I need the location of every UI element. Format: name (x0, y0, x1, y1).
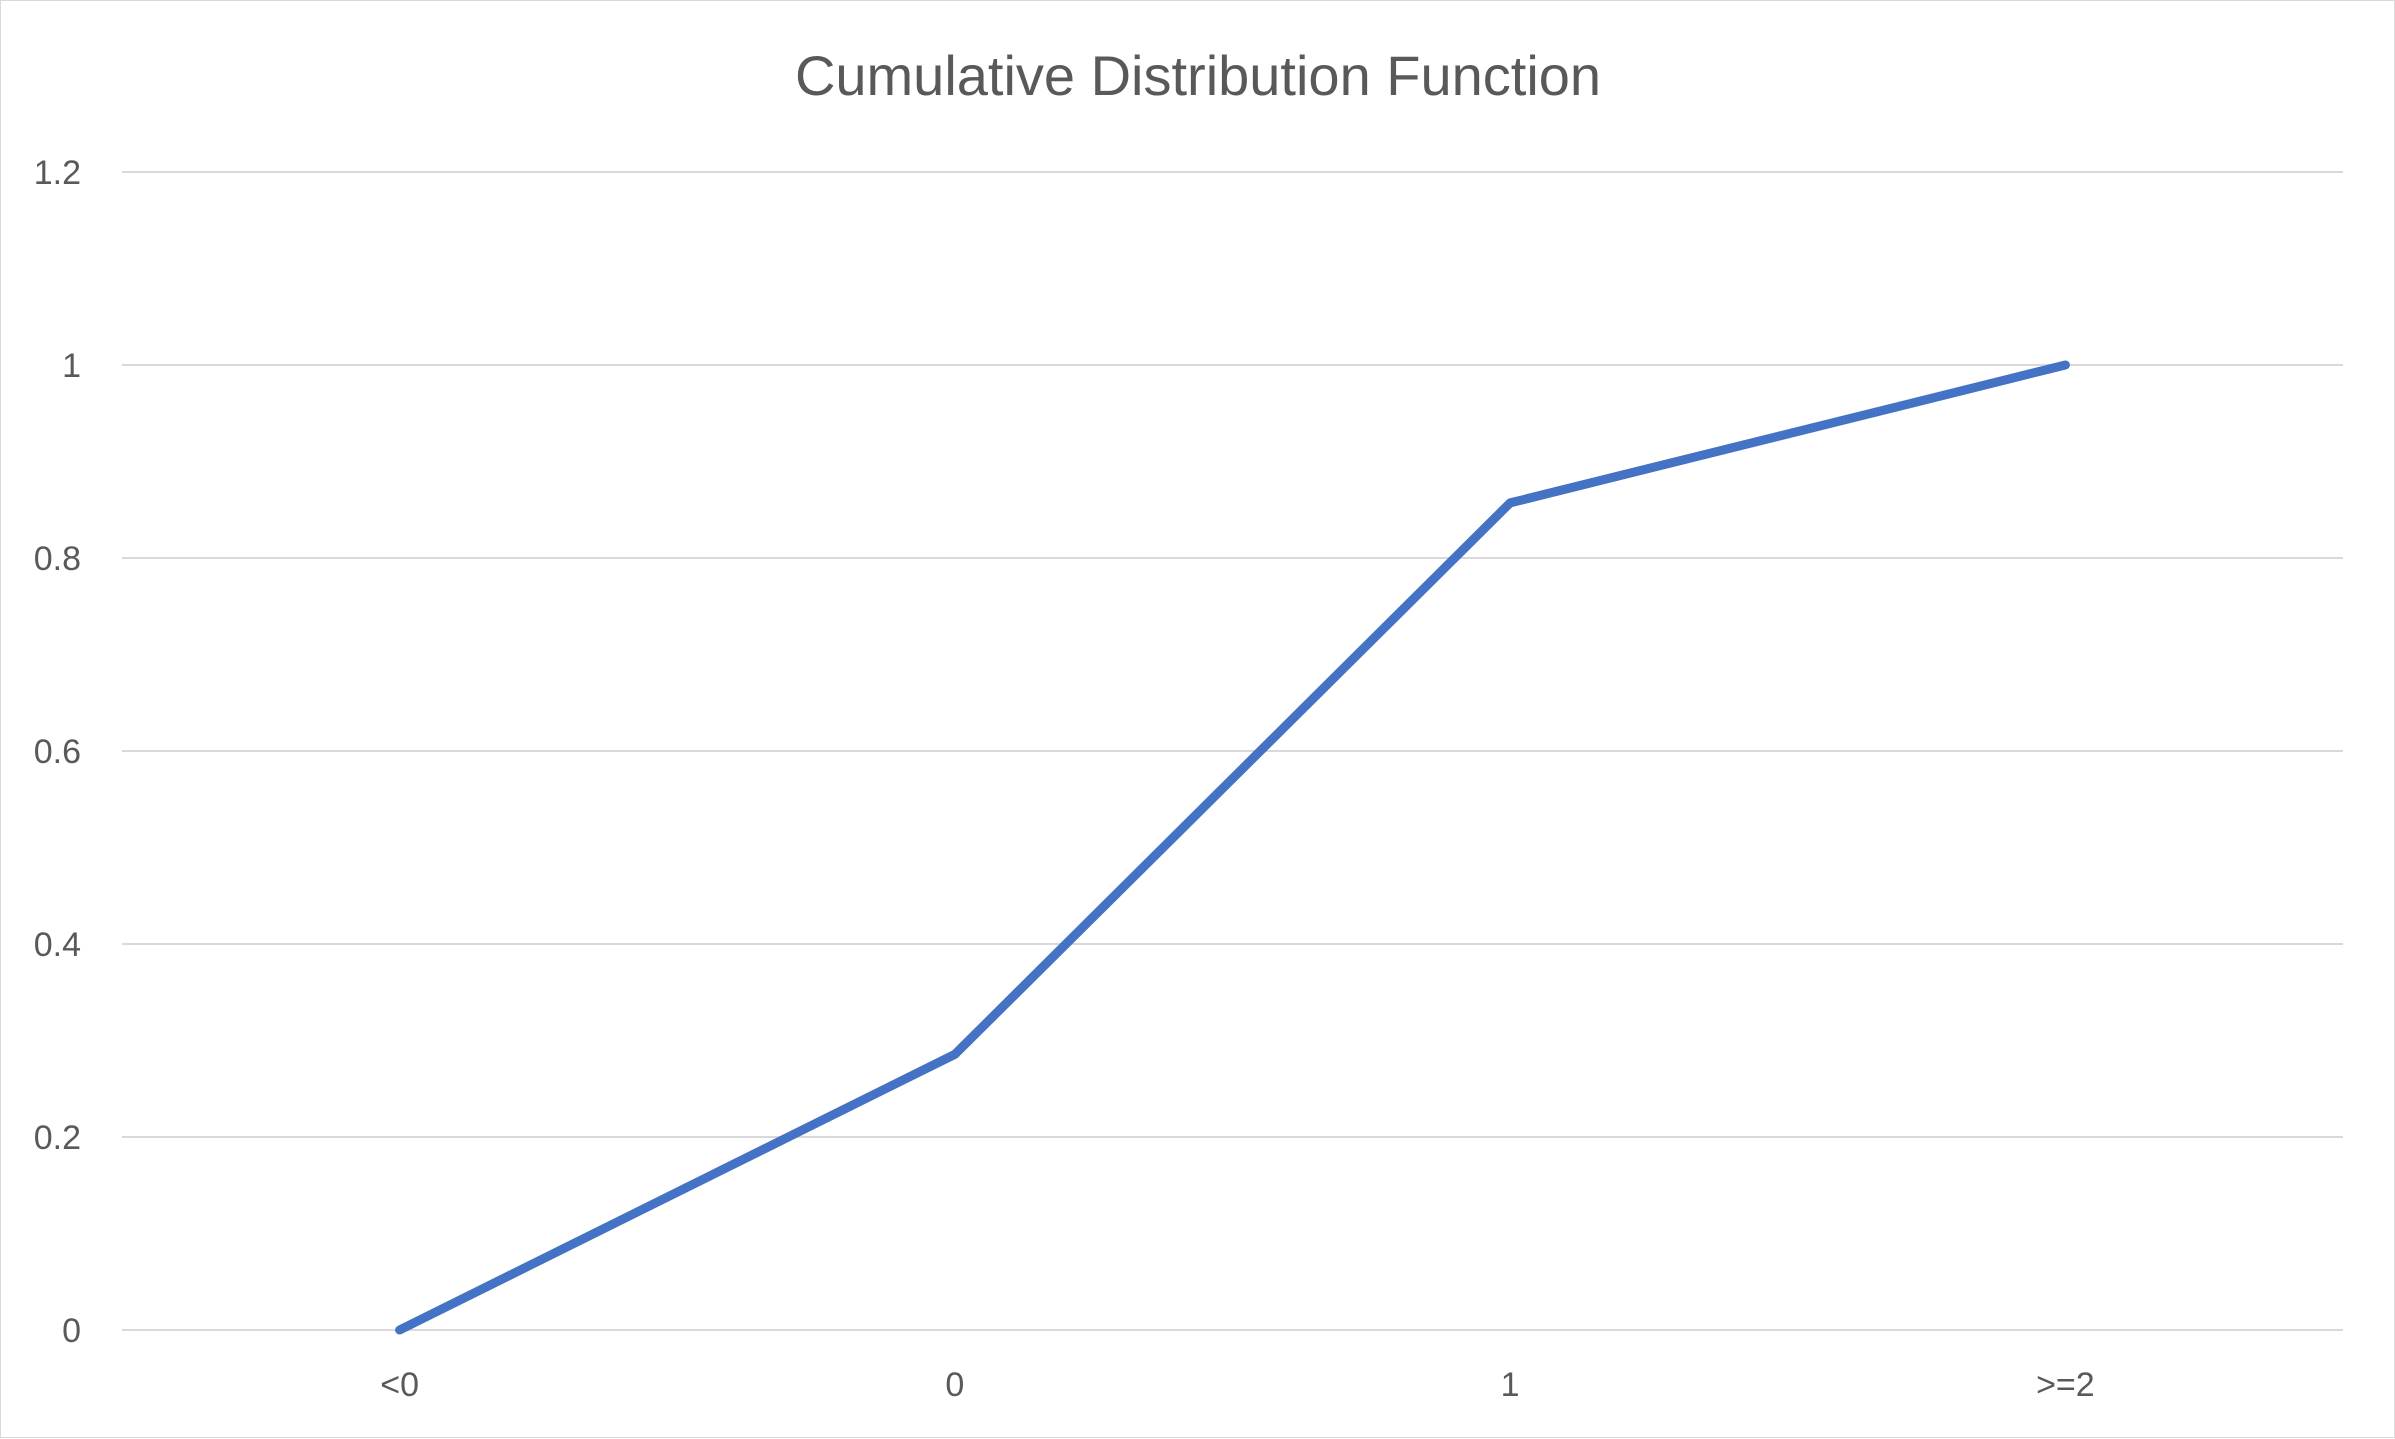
chart-title: Cumulative Distribution Function (795, 44, 1601, 107)
y-tick-label: 0.6 (34, 733, 81, 771)
x-tick-label: 1 (1501, 1366, 1520, 1404)
x-tick-label: <0 (380, 1366, 419, 1404)
x-axis-tick-labels: <0 0 1 >=2 (380, 1366, 2094, 1404)
series-line-0 (395, 360, 2070, 1335)
y-tick-label: 0.2 (34, 1119, 81, 1157)
y-axis-tick-labels: 0 0.2 0.4 0.6 0.8 1 1.2 (34, 154, 81, 1350)
x-tick-label: >=2 (2036, 1366, 2095, 1404)
y-tick-label: 1 (62, 347, 81, 385)
y-tick-label: 0.4 (34, 926, 81, 964)
y-tick-label: 1.2 (34, 154, 81, 192)
gridlines (122, 171, 2343, 1331)
y-tick-label: 0.8 (34, 540, 81, 578)
x-tick-label: 0 (945, 1366, 964, 1404)
y-tick-label: 0 (62, 1312, 81, 1350)
series-layer (395, 360, 2070, 1335)
